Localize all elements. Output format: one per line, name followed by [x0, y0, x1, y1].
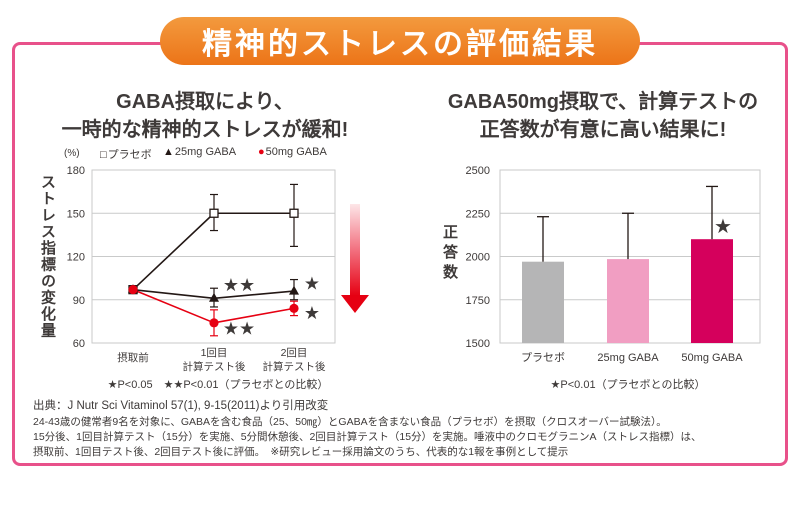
left-x-tick-label-line: 計算テスト後: [263, 360, 326, 373]
right-y-tick-label: 2250: [466, 208, 490, 220]
right-y-tick-label: 1750: [466, 295, 490, 307]
bar: [607, 259, 649, 343]
data-point-square: [289, 208, 299, 218]
left-x-tick-label-line: 2回目: [281, 347, 308, 359]
bar: [691, 239, 733, 343]
left-y-tick-label: 90: [73, 295, 85, 307]
significance-star: ★: [304, 303, 320, 324]
significance-star: ★: [714, 214, 732, 238]
left-x-tick-label: 1回目計算テスト後: [183, 347, 246, 373]
bar: [522, 261, 564, 343]
legend-item-gaba50: ●50mg GABA: [258, 146, 327, 158]
source-note-line: 摂取前、1回目テスト後、2回目テスト後に評価。 ※研究レビュー採用論文のうち、代…: [33, 446, 569, 458]
significance-star: ★★: [223, 318, 255, 339]
left-y-axis-label: ストレス指標の変化量: [39, 174, 56, 339]
right-x-tick-label: 25mg GABA: [597, 352, 659, 364]
data-point-circle: [128, 285, 138, 295]
data-point-circle: [209, 318, 219, 328]
right-chart-title: GABA50mg摂取で、計算テストの 正答数が有意に高い結果に!: [413, 88, 793, 144]
left-chart-title-line: 一時的な精神的ストレスが緩和!: [61, 119, 349, 141]
left-y-tick-label: 120: [67, 252, 85, 264]
data-point-square: [209, 208, 219, 218]
right-x-tick-label: 50mg GABA: [681, 352, 743, 364]
left-x-tick-label-line: 1回目: [201, 347, 228, 359]
right-bar-chart: 2500 2250 2000 1750 1500 プラセボ 25mg GABA ★ 50mg G…: [466, 165, 761, 364]
data-point-triangle: [209, 292, 219, 302]
significance-star: ★★: [223, 275, 255, 296]
right-chart-title-line: GABA50mg摂取で、計算テストの: [447, 91, 759, 113]
right-y-axis-label: 正答数: [441, 224, 458, 284]
legend-label: プラセボ: [107, 149, 152, 161]
left-y-tick-label: 180: [67, 165, 85, 177]
right-y-tick-label: 2000: [466, 252, 490, 264]
right-x-tick-label: プラセボ: [521, 351, 565, 364]
left-y-tick-label: 150: [67, 208, 85, 220]
source-note-line: 24-43歳の健常者9名を対象に、GABAを含む食品（25、50㎎）とGABAを…: [33, 416, 667, 428]
left-x-tick-label: 2回目計算テスト後: [263, 347, 326, 373]
legend-square-icon: □: [100, 149, 107, 161]
source-note-line: 15分後、1回目計算テスト（15分）を実施、5分間休憩後、2回目計算テスト（15…: [33, 431, 702, 443]
legend-item-placebo: □プラセボ: [100, 146, 152, 162]
legend-triangle-icon: ▲: [163, 146, 174, 158]
content-frame: [12, 42, 788, 466]
left-x-tick-label-line: 計算テスト後: [183, 360, 246, 373]
right-y-tick-label: 1500: [466, 338, 490, 350]
data-point-circle: [289, 303, 299, 313]
left-y-axis-unit: (%): [64, 148, 80, 159]
left-chart-footnote: ★P<0.05 ★★P<0.01（プラセボとの比較）: [107, 379, 329, 391]
left-x-tick-label-line: 摂取前: [117, 351, 149, 364]
source-citation: 出典：J Nutr Sci Vitaminol 57(1), 9-15(2011…: [33, 400, 329, 412]
header-title: 精神的ストレスの評価結果: [202, 28, 598, 61]
left-chart-title-line: GABA摂取により、: [116, 91, 294, 113]
right-chart-footnote: ★P<0.01（プラセボとの比較）: [550, 379, 706, 391]
legend-circle-icon: ●: [258, 146, 265, 158]
legend-label: 25mg GABA: [174, 146, 237, 158]
arrow-shaft: [350, 204, 360, 296]
source-notes: 出典：J Nutr Sci Vitaminol 57(1), 9-15(2011…: [33, 398, 702, 460]
left-chart-title: GABA摂取により、 一時的な精神的ストレスが緩和!: [40, 88, 370, 144]
header-banner: 精神的ストレスの評価結果: [160, 17, 640, 65]
legend-label: 50mg GABA: [265, 146, 327, 158]
left-y-tick-label: 60: [73, 338, 85, 350]
data-point-triangle: [289, 285, 299, 295]
significance-star: ★: [304, 274, 320, 295]
down-arrow-icon: [341, 204, 369, 313]
right-y-tick-label: 2500: [466, 165, 490, 177]
arrow-head: [341, 295, 369, 313]
legend-item-gaba25: ▲25mg GABA: [163, 146, 236, 158]
left-x-tick-label: 摂取前: [117, 351, 149, 364]
right-chart-title-line: 正答数が有意に高い結果に!: [479, 119, 727, 141]
